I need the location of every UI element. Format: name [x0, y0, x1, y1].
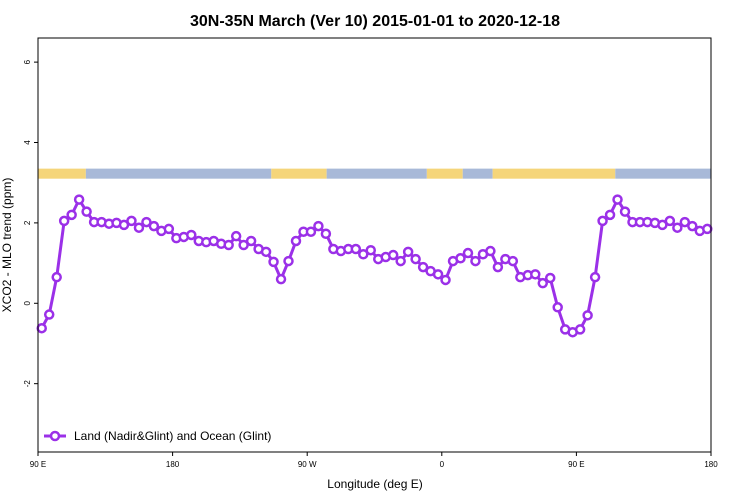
land-segment [492, 168, 616, 179]
land-segment [271, 168, 327, 179]
data-point [440, 274, 451, 286]
x-tick-label: 180 [166, 460, 180, 469]
data-point [305, 226, 317, 237]
data-point [664, 215, 676, 227]
data-point [410, 253, 421, 265]
ocean-segment [462, 168, 493, 179]
legend-label: Land (Nadir&Glint) and Ocean (Glint) [74, 429, 271, 443]
y-axis-label: XCO2 - MLO trend (ppm) [0, 178, 14, 313]
data-point [679, 216, 691, 228]
data-point [492, 261, 504, 273]
data-point [589, 271, 601, 283]
plot-frame [37, 37, 712, 453]
ocean-segment [615, 168, 711, 179]
chart-title: 30N-35N March (Ver 10) 2015-01-01 to 202… [190, 13, 560, 30]
data-point [163, 223, 175, 235]
data-point [283, 255, 294, 267]
y-tick-label: 2 [23, 220, 32, 225]
data-point [432, 269, 444, 280]
data-point [687, 220, 698, 232]
data-point [313, 220, 324, 232]
data-point [582, 310, 593, 321]
data-point [537, 277, 548, 289]
ocean-segment [326, 168, 427, 179]
data-point [365, 244, 377, 256]
data-point [118, 219, 130, 231]
data-point [574, 324, 586, 335]
data-point [485, 245, 496, 257]
data-point [358, 248, 369, 260]
x-axis-label: Longitude (deg E) [327, 477, 422, 491]
data-point [260, 246, 272, 258]
data-point [544, 272, 556, 284]
data-point [238, 239, 249, 251]
legend-marker-swatch [49, 430, 61, 442]
data-point [507, 255, 519, 267]
x-tick-label: 90 E [568, 460, 584, 469]
ocean-segment [85, 168, 272, 179]
land-segment [426, 168, 463, 179]
data-point [73, 194, 85, 205]
data-point [672, 222, 683, 233]
data-point [81, 206, 92, 217]
data-point [455, 253, 466, 264]
data-point [350, 243, 362, 255]
data-point [387, 249, 399, 261]
series-layer [36, 194, 713, 338]
y-tick-label: 0 [23, 301, 32, 306]
data-point [141, 216, 152, 228]
data-point [612, 194, 623, 205]
data-point [702, 223, 713, 235]
data-point [619, 206, 631, 217]
data-point [133, 222, 145, 233]
y-tick-label: 6 [23, 59, 32, 64]
data-point [320, 228, 332, 239]
data-point [657, 219, 668, 231]
data-point [462, 247, 474, 259]
data-point [470, 255, 481, 267]
data-point [402, 246, 414, 258]
data-point [530, 269, 541, 280]
data-point [126, 215, 137, 227]
data-point [51, 271, 62, 283]
data-point [275, 273, 287, 285]
x-tick-label: 180 [704, 460, 718, 469]
data-point [395, 255, 406, 267]
x-axis-ticks: 90 E 180 90 W 0 90 E 180 [30, 452, 718, 469]
surface-type-band [38, 168, 711, 179]
data-point [604, 209, 616, 221]
data-point [66, 209, 77, 221]
data-point [597, 215, 608, 227]
land-segment [38, 168, 86, 179]
data-point [290, 235, 302, 247]
data-point [186, 229, 197, 241]
y-axis-ticks: -2 0 2 4 6 [23, 59, 38, 387]
data-point [268, 256, 279, 268]
data-point [245, 235, 257, 247]
data-point [36, 322, 47, 334]
y-tick-label: -2 [23, 380, 32, 388]
data-point [148, 220, 160, 232]
data-point [43, 309, 55, 320]
legend: Land (Nadir&Glint) and Ocean (Glint) [44, 429, 271, 443]
data-point [552, 302, 563, 313]
x-tick-label: 0 [440, 460, 445, 469]
data-point [58, 215, 70, 227]
y-tick-label: 4 [23, 140, 32, 145]
data-point [223, 239, 234, 251]
x-tick-label: 90 E [30, 460, 46, 469]
x-tick-label: 90 W [298, 460, 317, 469]
data-point [230, 230, 242, 242]
data-point [417, 261, 429, 273]
